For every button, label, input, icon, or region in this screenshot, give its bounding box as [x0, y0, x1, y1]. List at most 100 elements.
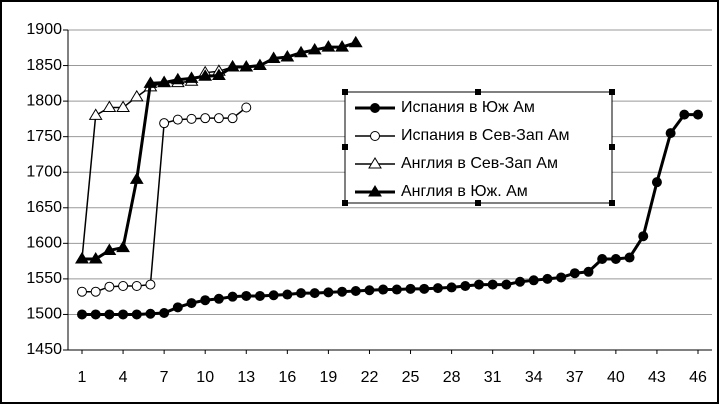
- series-line: [82, 113, 698, 316]
- marker: [143, 76, 158, 88]
- marker: [335, 40, 349, 52]
- marker: [280, 50, 295, 62]
- marker: [638, 231, 649, 242]
- legend: Испания в Юж Ам Испания в Сев-Зап Ам Англи…: [342, 89, 615, 206]
- marker: [145, 308, 156, 319]
- marker: [405, 283, 416, 294]
- marker: [172, 302, 183, 313]
- marker: [651, 177, 662, 188]
- marker: [309, 288, 320, 299]
- legend-marker: [368, 185, 382, 197]
- legend-label: Испания в Сев-Зап Ам: [401, 127, 570, 144]
- marker: [102, 243, 117, 255]
- marker: [118, 281, 129, 291]
- x-tick-label: 40: [607, 369, 625, 386]
- legend-marker: [368, 157, 382, 169]
- y-tick-label: 1450: [26, 341, 62, 358]
- marker: [88, 108, 103, 120]
- marker: [610, 253, 621, 264]
- marker: [75, 252, 89, 264]
- marker: [212, 68, 226, 81]
- marker: [198, 69, 213, 81]
- marker: [348, 35, 363, 48]
- marker: [473, 279, 484, 290]
- y-tick-label: 1550: [26, 270, 62, 287]
- x-tick-label: 22: [361, 369, 379, 386]
- plot-area: 1450 1500 1550 1600 1650 1700 1750 1800 1850 1900…: [26, 21, 712, 386]
- y-tick-label: 1700: [26, 163, 62, 180]
- y-tick-label: 1600: [26, 235, 62, 252]
- y-tick-label: 1750: [26, 128, 62, 145]
- y-tick-label: 1900: [26, 21, 62, 38]
- marker: [131, 309, 142, 320]
- y-tick-label: 1800: [26, 92, 62, 109]
- marker: [77, 286, 87, 297]
- marker: [172, 114, 183, 125]
- marker: [170, 72, 185, 85]
- marker: [321, 40, 336, 52]
- marker: [679, 109, 690, 120]
- marker: [294, 45, 308, 58]
- x-tick-label: 16: [278, 369, 296, 386]
- marker: [213, 113, 224, 124]
- marker: [116, 240, 130, 253]
- marker: [104, 309, 115, 320]
- marker: [569, 268, 580, 279]
- marker: [282, 289, 293, 300]
- marker: [116, 100, 130, 113]
- marker: [157, 75, 172, 88]
- marker: [159, 308, 170, 319]
- x-tick-label: 19: [320, 369, 338, 386]
- marker: [364, 285, 375, 296]
- marker: [542, 273, 553, 284]
- x-tick-label: 4: [119, 369, 128, 386]
- legend-label: Англия в Юж. Ам: [401, 183, 528, 200]
- marker: [104, 281, 115, 292]
- marker: [350, 285, 361, 296]
- marker: [254, 290, 265, 301]
- marker: [186, 298, 197, 309]
- marker: [88, 252, 103, 264]
- marker: [184, 71, 199, 83]
- marker: [227, 291, 238, 302]
- marker: [200, 295, 211, 306]
- marker: [693, 109, 703, 120]
- marker: [90, 286, 101, 297]
- marker: [307, 42, 322, 55]
- marker: [131, 281, 142, 291]
- marker: [225, 60, 240, 72]
- marker: [528, 275, 539, 286]
- x-tick-label: 1: [78, 369, 87, 386]
- x-tick-label: 10: [196, 369, 214, 386]
- x-tick-label: 34: [525, 369, 543, 386]
- marker: [145, 279, 156, 290]
- legend-marker: [370, 103, 380, 113]
- marker: [419, 283, 430, 294]
- marker: [378, 284, 389, 295]
- marker: [90, 309, 101, 320]
- marker: [556, 272, 567, 283]
- marker: [227, 113, 238, 124]
- marker: [239, 60, 254, 72]
- x-tick-label: 43: [648, 369, 666, 386]
- legend-label: Испания в Юж Ам: [401, 99, 535, 116]
- marker: [487, 279, 498, 290]
- marker: [391, 284, 402, 295]
- marker: [337, 286, 348, 297]
- marker: [460, 281, 471, 291]
- marker: [597, 253, 608, 264]
- selection-handles: [342, 89, 615, 206]
- x-tick-label: 25: [402, 369, 420, 386]
- marker: [241, 102, 252, 113]
- marker: [129, 172, 144, 184]
- x-tick-label: 31: [484, 369, 502, 386]
- x-tick-label: 7: [160, 369, 169, 386]
- marker: [266, 51, 281, 63]
- marker: [253, 58, 267, 71]
- marker: [583, 266, 594, 277]
- marker: [77, 309, 87, 320]
- marker: [432, 283, 443, 294]
- marker: [501, 279, 512, 290]
- marker: [515, 276, 526, 287]
